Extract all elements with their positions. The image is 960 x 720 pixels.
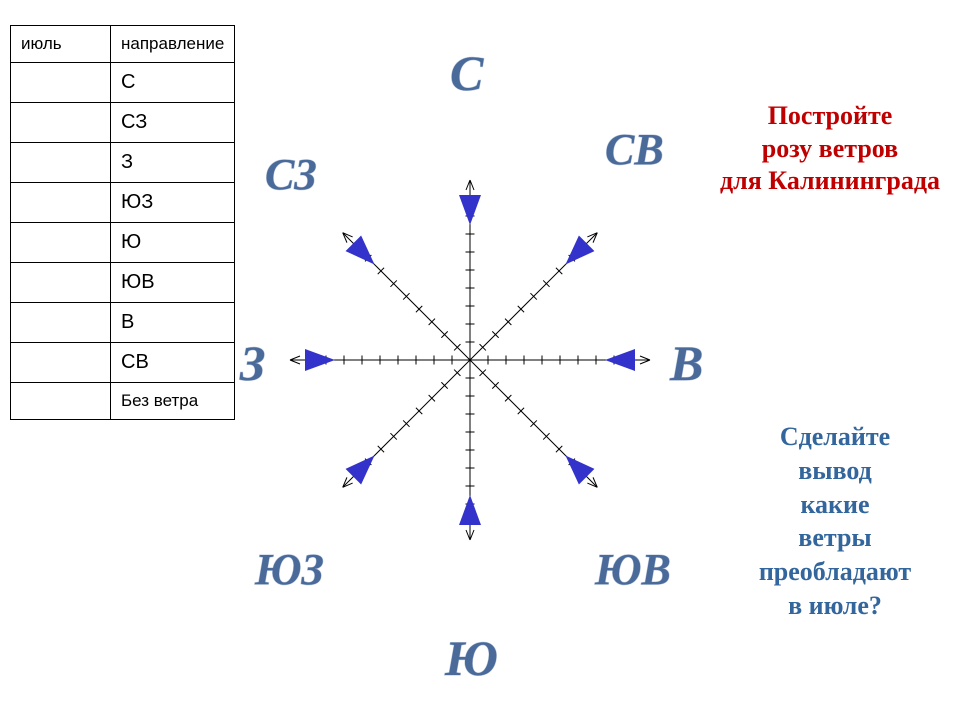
instr2-line: преобладают <box>759 557 911 586</box>
instruction-text-2: Сделайте вывод какие ветры преобладают в… <box>730 420 940 623</box>
compass-diagram: ССВВЮВЮЮЗЗСЗ <box>235 50 705 670</box>
table-cell-empty <box>11 383 111 420</box>
table-cell-empty <box>11 63 111 103</box>
svg-text:В: В <box>669 335 703 391</box>
table-cell-dir: З <box>111 143 235 183</box>
instr2-line: Сделайте <box>780 422 890 451</box>
table-cell-dir: Без ветра <box>111 383 235 420</box>
instr1-line: для Калининграда <box>720 166 940 195</box>
svg-text:ЮЗ: ЮЗ <box>254 545 324 594</box>
svg-text:СВ: СВ <box>605 125 664 174</box>
instr2-line: в июле? <box>788 591 882 620</box>
table-cell-dir: ЮЗ <box>111 183 235 223</box>
table-cell-empty <box>11 343 111 383</box>
table-header-direction: направление <box>111 26 235 63</box>
table-cell-empty <box>11 303 111 343</box>
table-header-month: июль <box>11 26 111 63</box>
instr1-line: розу ветров <box>762 134 898 163</box>
instr1-line: Постройте <box>768 101 893 130</box>
table-cell-empty <box>11 223 111 263</box>
table-cell-dir: В <box>111 303 235 343</box>
svg-text:С: С <box>450 50 484 101</box>
svg-text:З: З <box>239 335 265 391</box>
table-cell-dir: СЗ <box>111 103 235 143</box>
table-cell-dir: Ю <box>111 223 235 263</box>
svg-text:ЮВ: ЮВ <box>594 545 671 594</box>
table-cell-dir: С <box>111 63 235 103</box>
instr2-line: какие <box>800 490 869 519</box>
table-cell-empty <box>11 263 111 303</box>
table-cell-empty <box>11 143 111 183</box>
table-cell-dir: ЮВ <box>111 263 235 303</box>
table-cell-empty <box>11 183 111 223</box>
instr2-line: вывод <box>798 456 872 485</box>
compass-svg: С СВ В ЮВ Ю ЮЗ З СЗ <box>235 50 705 700</box>
instruction-text-1: Постройте розу ветров для Калининграда <box>705 100 955 198</box>
table-cell-dir: СВ <box>111 343 235 383</box>
instr2-line: ветры <box>798 523 871 552</box>
svg-text:Ю: Ю <box>444 630 498 686</box>
svg-text:СЗ: СЗ <box>265 150 317 199</box>
direction-table: июль направление С СЗ З ЮЗ Ю ЮВ В СВ Без… <box>10 25 235 420</box>
table-cell-empty <box>11 103 111 143</box>
